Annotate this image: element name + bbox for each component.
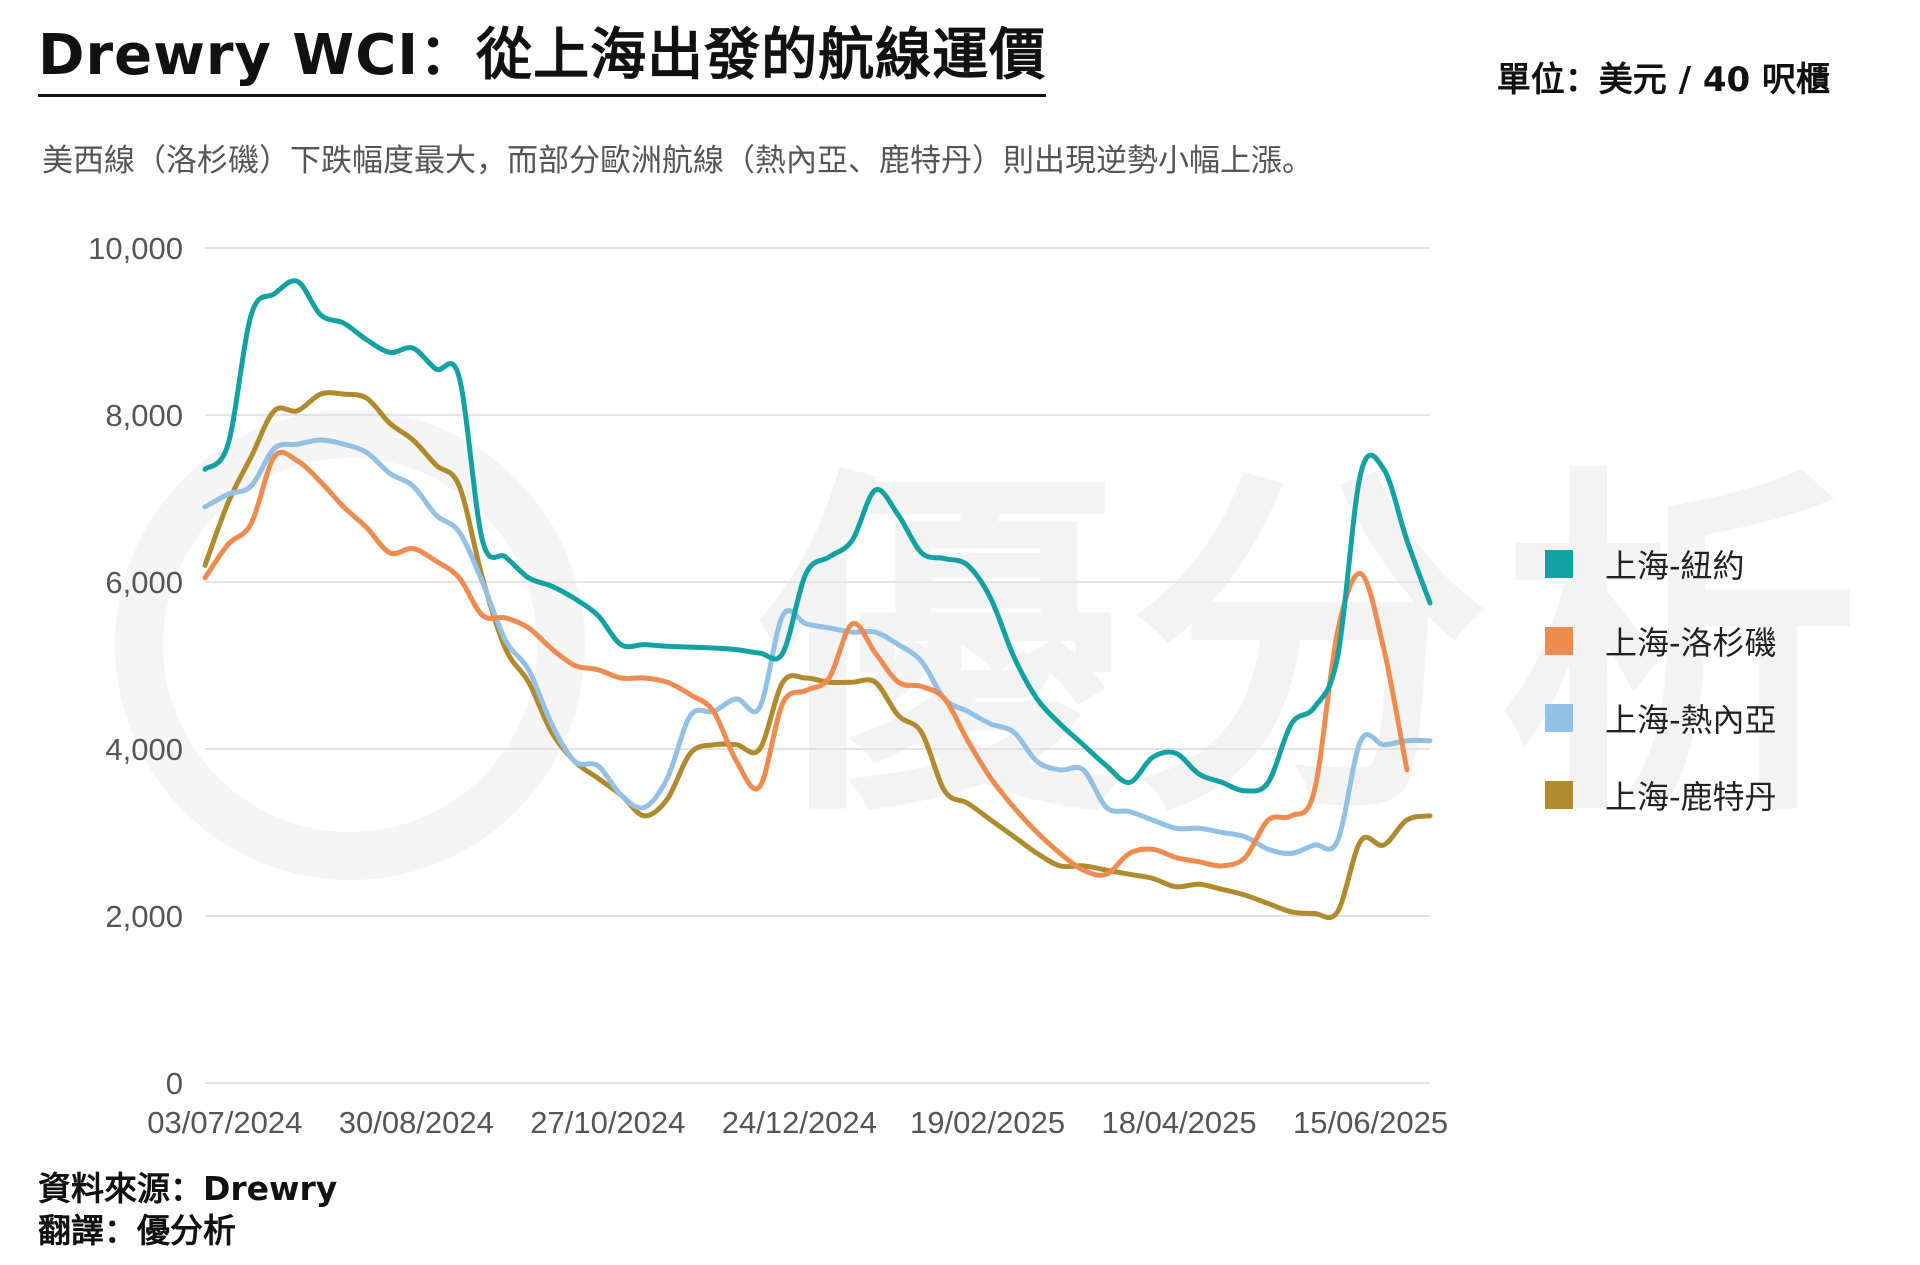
y-tick-label: 0 (166, 1066, 183, 1101)
chart-title: Drewry WCI：從上海出發的航線運價 (38, 22, 1047, 97)
legend-item-losangeles: 上海-洛杉磯 (1545, 602, 1777, 679)
watermark-text: 優分析 (760, 440, 1870, 859)
x-tick-label: 18/04/2025 (1101, 1105, 1256, 1140)
x-tick-label: 03/07/2024 (147, 1105, 302, 1140)
y-tick-label: 8,000 (105, 398, 183, 433)
legend-swatch (1545, 549, 1573, 578)
legend-swatch (1545, 780, 1573, 809)
legend-swatch (1545, 703, 1573, 732)
chart-subtitle: 美西線（洛杉磯）下跌幅度最大，而部分歐洲航線（熱內亞、鹿特丹）則出現逆勢小幅上漲… (42, 143, 1313, 179)
legend-item-newyork: 上海-紐約 (1545, 525, 1777, 602)
unit-label: 單位：美元 / 40 呎櫃 (1496, 60, 1830, 100)
x-tick-label: 27/10/2024 (530, 1105, 685, 1140)
legend-label: 上海-熱內亞 (1605, 700, 1777, 739)
series-line-0 (202, 278, 1433, 794)
y-tick-label: 4,000 (105, 732, 183, 767)
legend-item-genoa: 上海-熱內亞 (1545, 679, 1777, 756)
legend-label: 上海-鹿特丹 (1605, 777, 1777, 816)
translation-label: 翻譯：優分析 (38, 1211, 236, 1250)
series-line-1 (202, 449, 1410, 878)
x-tick-label: 30/08/2024 (339, 1105, 494, 1140)
series-line-3 (202, 390, 1433, 921)
source-label: 資料來源：Drewry (38, 1169, 338, 1208)
y-tick-label: 2,000 (105, 899, 183, 934)
legend-label: 上海-洛杉磯 (1605, 623, 1777, 662)
x-tick-label: 19/02/2025 (910, 1105, 1065, 1140)
legend-swatch (1545, 626, 1573, 655)
series-line-2 (202, 437, 1433, 857)
x-tick-label: 24/12/2024 (722, 1105, 877, 1140)
y-tick-label: 10,000 (88, 231, 183, 266)
legend: 上海-紐約 上海-洛杉磯 上海-熱內亞 上海-鹿特丹 (1545, 525, 1777, 833)
legend-item-rotterdam: 上海-鹿特丹 (1545, 756, 1777, 833)
legend-label: 上海-紐約 (1605, 546, 1745, 585)
y-tick-label: 6,000 (105, 565, 183, 600)
source-note: 資料來源：Drewry 翻譯：優分析 (38, 1168, 337, 1252)
x-tick-label: 15/06/2025 (1293, 1105, 1448, 1140)
